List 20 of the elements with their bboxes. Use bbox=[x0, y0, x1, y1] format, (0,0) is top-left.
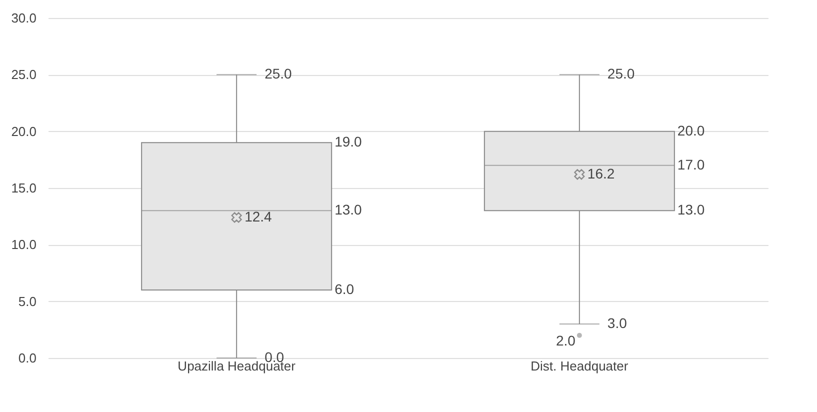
annotation: 3.0 bbox=[607, 315, 628, 331]
annotation: 13.0 bbox=[677, 202, 705, 218]
annotation: 20.0 bbox=[677, 122, 705, 138]
y-tick-label: 10.0 bbox=[11, 237, 36, 252]
x-tick-label: Dist. Headquater bbox=[530, 358, 629, 374]
annotation: 6.0 bbox=[334, 281, 354, 297]
annotation: 25.0 bbox=[607, 66, 635, 82]
y-tick-label: 0.0 bbox=[18, 350, 36, 366]
y-tick-label: 15.0 bbox=[11, 180, 36, 196]
annotation: 16.2 bbox=[587, 165, 615, 182]
annotation: 13.0 bbox=[334, 202, 362, 218]
y-tick-label: 20.0 bbox=[11, 124, 36, 139]
annotation: 19.0 bbox=[334, 134, 362, 150]
y-tick-label: 5.0 bbox=[18, 294, 36, 309]
annotation: 2.0 bbox=[556, 332, 576, 348]
annotation: 17.0 bbox=[677, 156, 705, 172]
y-tick-label: 30.0 bbox=[11, 10, 36, 26]
annotation: 12.4 bbox=[244, 208, 272, 224]
y-tick-label: 25.0 bbox=[11, 67, 36, 82]
annotation: 25.0 bbox=[264, 66, 292, 82]
